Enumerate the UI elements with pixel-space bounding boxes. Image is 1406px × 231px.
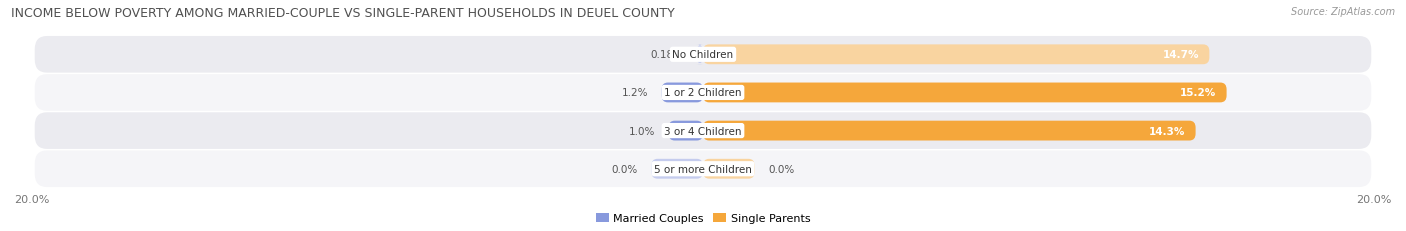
- Text: INCOME BELOW POVERTY AMONG MARRIED-COUPLE VS SINGLE-PARENT HOUSEHOLDS IN DEUEL C: INCOME BELOW POVERTY AMONG MARRIED-COUPL…: [11, 7, 675, 20]
- Text: 14.3%: 14.3%: [1149, 126, 1185, 136]
- Text: 14.7%: 14.7%: [1163, 50, 1199, 60]
- FancyBboxPatch shape: [703, 159, 755, 179]
- FancyBboxPatch shape: [662, 83, 703, 103]
- Text: Source: ZipAtlas.com: Source: ZipAtlas.com: [1291, 7, 1395, 17]
- FancyBboxPatch shape: [35, 75, 1371, 111]
- Text: 5 or more Children: 5 or more Children: [654, 164, 752, 174]
- Text: 15.2%: 15.2%: [1180, 88, 1216, 98]
- FancyBboxPatch shape: [35, 37, 1371, 73]
- Text: 0.0%: 0.0%: [612, 164, 637, 174]
- FancyBboxPatch shape: [651, 159, 703, 179]
- FancyBboxPatch shape: [35, 113, 1371, 149]
- FancyBboxPatch shape: [703, 83, 1226, 103]
- Text: 20.0%: 20.0%: [14, 194, 49, 204]
- Text: No Children: No Children: [672, 50, 734, 60]
- FancyBboxPatch shape: [703, 45, 1209, 65]
- Text: 1.0%: 1.0%: [628, 126, 655, 136]
- Text: 20.0%: 20.0%: [1357, 194, 1392, 204]
- Text: 1.2%: 1.2%: [621, 88, 648, 98]
- Text: 3 or 4 Children: 3 or 4 Children: [664, 126, 742, 136]
- FancyBboxPatch shape: [35, 151, 1371, 187]
- FancyBboxPatch shape: [703, 121, 1195, 141]
- Legend: Married Couples, Single Parents: Married Couples, Single Parents: [592, 209, 814, 228]
- Text: 0.0%: 0.0%: [769, 164, 794, 174]
- FancyBboxPatch shape: [669, 121, 703, 141]
- Text: 1 or 2 Children: 1 or 2 Children: [664, 88, 742, 98]
- FancyBboxPatch shape: [697, 45, 703, 65]
- Text: 0.18%: 0.18%: [650, 50, 683, 60]
